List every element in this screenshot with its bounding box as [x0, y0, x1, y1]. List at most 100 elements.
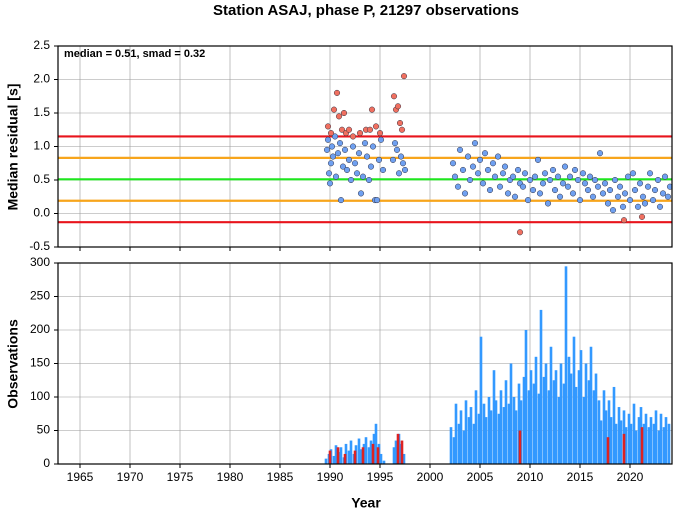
data-point [646, 170, 654, 177]
bar [392, 447, 396, 464]
bar [477, 413, 481, 464]
data-point [536, 190, 544, 197]
bar [472, 423, 476, 464]
bar [606, 437, 610, 464]
bar [657, 430, 661, 464]
data-point [351, 160, 359, 167]
data-point [529, 187, 537, 194]
data-point [511, 193, 519, 200]
bar [371, 443, 375, 464]
data-point [345, 126, 353, 133]
bar [402, 453, 406, 464]
bar [534, 356, 538, 464]
data-point [554, 173, 562, 180]
data-point [394, 103, 402, 110]
bar [394, 440, 398, 464]
bar [382, 460, 386, 464]
bar [567, 356, 571, 464]
data-point [581, 180, 589, 187]
y-tick-label: 1.5 [33, 105, 50, 119]
data-point [454, 183, 462, 190]
data-point [574, 176, 582, 184]
data-point [356, 130, 364, 137]
bar [482, 403, 486, 464]
bar [502, 407, 506, 464]
x-tick-label: 2005 [467, 470, 494, 484]
x-tick-label: 1965 [67, 470, 94, 484]
data-point [474, 170, 482, 177]
y-tick-label: 100 [30, 389, 50, 403]
data-point [539, 180, 547, 187]
data-point [324, 136, 332, 143]
bar [649, 417, 653, 464]
bar [549, 346, 553, 464]
bar [374, 423, 378, 464]
bar [664, 417, 668, 464]
bar [599, 420, 603, 464]
bar [359, 449, 363, 464]
bar [589, 346, 593, 464]
bar [627, 413, 631, 464]
bar [364, 437, 368, 464]
bar [527, 390, 531, 464]
x-tick-label: 1990 [317, 470, 344, 484]
bar [376, 447, 380, 464]
bar [518, 430, 522, 464]
data-point [541, 170, 549, 177]
bar [659, 413, 663, 464]
bar [504, 380, 508, 464]
y-tick-label: -0.5 [29, 239, 50, 253]
data-point [531, 173, 539, 180]
data-point [564, 183, 572, 190]
bar [462, 430, 466, 464]
data-point [664, 193, 672, 200]
y-tick-label: 0.0 [33, 206, 50, 220]
bar [602, 390, 606, 464]
bar [379, 453, 383, 464]
data-point [489, 160, 497, 167]
y-tick-label: 50 [37, 423, 51, 437]
bar [654, 410, 658, 464]
bar [642, 423, 646, 464]
data-point [496, 183, 504, 190]
bar [400, 440, 404, 464]
bar [509, 363, 513, 464]
data-point [534, 156, 542, 163]
bar [343, 453, 347, 464]
data-point [486, 187, 494, 194]
data-point [461, 190, 469, 197]
data-point [621, 190, 629, 197]
bar [367, 447, 371, 464]
data-point [659, 190, 667, 197]
data-point [571, 166, 579, 173]
bar [347, 450, 351, 464]
data-point [361, 140, 369, 147]
plot-frame [57, 262, 673, 465]
bar [612, 386, 616, 464]
data-point [591, 176, 599, 184]
data-point [499, 170, 507, 177]
data-point [466, 176, 474, 184]
bar [592, 390, 596, 464]
bar [547, 390, 551, 464]
plot-area [58, 263, 672, 464]
bar [574, 386, 578, 464]
x-tick-label: 2020 [617, 470, 644, 484]
bar [484, 417, 488, 464]
data-point [626, 197, 634, 204]
data-point [373, 197, 381, 204]
bar [334, 445, 338, 464]
data-point [516, 229, 524, 236]
data-point [327, 160, 335, 167]
data-point [366, 126, 374, 133]
x-tick-label: 1975 [167, 470, 194, 484]
data-point [449, 160, 457, 167]
data-point [323, 146, 331, 153]
data-point [631, 187, 639, 194]
data-point [639, 193, 647, 200]
bar [647, 427, 651, 464]
data-point [594, 183, 602, 190]
bar [559, 363, 563, 464]
bar [361, 447, 365, 464]
data-point [343, 166, 351, 173]
